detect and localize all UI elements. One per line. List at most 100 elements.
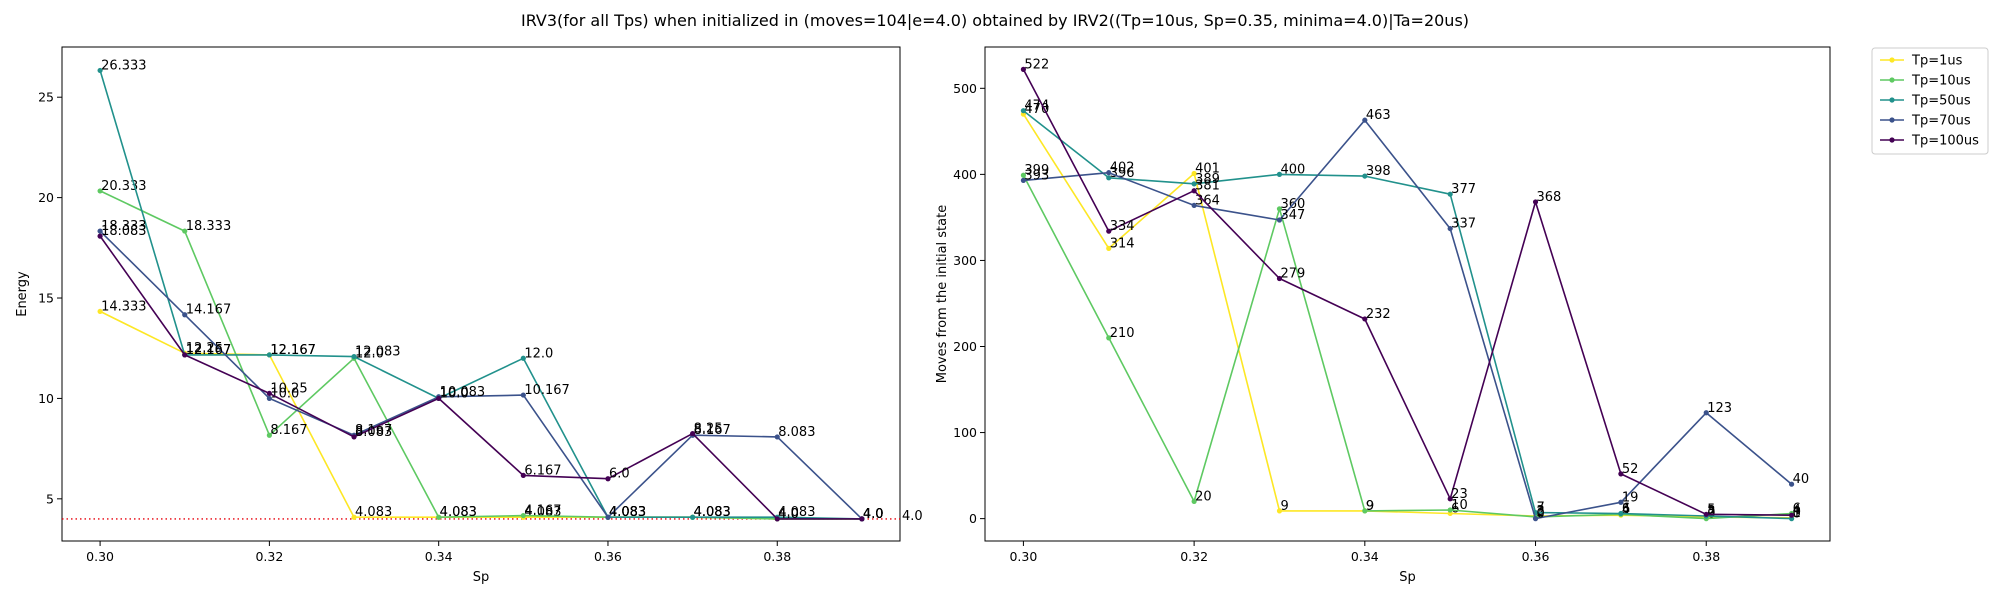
legend-label: Tp=50us <box>1911 94 1971 109</box>
data-point <box>1191 498 1197 505</box>
data-label: 4 <box>1622 503 1630 518</box>
legend-frame <box>1871 47 1989 155</box>
data-label: 4 <box>1793 503 1801 518</box>
data-label: 4.083 <box>778 505 815 520</box>
data-point <box>1532 516 1539 522</box>
data-point <box>1106 175 1112 181</box>
data-label: 8.083 <box>778 425 815 440</box>
y-tick-label: 500 <box>953 81 977 96</box>
x-tick-label: 0.36 <box>594 549 622 564</box>
y-tick-label: 5 <box>46 491 54 506</box>
legend-marker <box>1889 117 1895 123</box>
y-tick-label: 10 <box>38 391 54 406</box>
data-label: 10.083 <box>440 385 486 400</box>
data-point <box>1447 496 1453 502</box>
data-label: 232 <box>1366 307 1391 322</box>
data-label: 398 <box>1366 164 1391 179</box>
data-point <box>1362 316 1368 322</box>
axes-frame <box>61 46 901 542</box>
data-point <box>266 352 272 358</box>
data-label: 337 <box>1451 217 1476 232</box>
data-point <box>266 390 272 397</box>
series-line <box>1023 119 1793 520</box>
data-point <box>605 514 611 520</box>
y-tick-label: 25 <box>38 90 54 105</box>
legend-marker <box>1889 97 1895 103</box>
data-label: 52 <box>1622 462 1639 477</box>
legend-label: Tp=1us <box>1911 54 1963 69</box>
data-point <box>1276 206 1283 212</box>
data-label: 18.083 <box>101 224 147 239</box>
data-label: 20.333 <box>101 179 147 194</box>
data-point <box>1447 191 1453 197</box>
data-point <box>774 434 780 440</box>
data-label: 12.167 <box>186 343 232 358</box>
data-label: 396 <box>1110 166 1135 181</box>
data-label: 4.083 <box>609 505 646 520</box>
data-label: 474 <box>1024 99 1049 114</box>
data-point <box>436 514 442 520</box>
data-point <box>436 395 442 402</box>
data-label: 522 <box>1024 57 1049 72</box>
data-point <box>1191 181 1197 187</box>
x-tick-label: 0.32 <box>1180 549 1208 564</box>
data-label: 4.0 <box>863 507 884 522</box>
data-point <box>774 516 780 522</box>
data-label: 8.167 <box>694 423 731 438</box>
data-label: 2 <box>1707 505 1715 520</box>
data-point <box>266 432 272 438</box>
data-point <box>1276 217 1283 223</box>
data-point <box>97 67 103 74</box>
data-label: 10.167 <box>524 383 570 398</box>
data-label: 123 <box>1707 401 1732 416</box>
data-label: 14.167 <box>186 303 232 318</box>
y-tick-label: 200 <box>953 339 977 354</box>
data-point <box>605 476 611 482</box>
data-point <box>1276 171 1283 177</box>
data-label: 4.0 <box>863 507 884 522</box>
data-label: 7 <box>1537 501 1545 516</box>
data-point <box>1362 508 1368 514</box>
data-point <box>1191 170 1197 177</box>
data-label: 12.167 <box>270 343 316 358</box>
data-point <box>182 228 188 234</box>
data-label: 6 <box>1793 501 1801 516</box>
data-point <box>690 430 696 437</box>
data-label: 3 <box>1537 504 1545 519</box>
data-label: 8.083 <box>355 425 392 440</box>
data-point <box>351 514 357 520</box>
data-label: 0 <box>1793 507 1801 522</box>
data-point <box>97 233 103 239</box>
x-tick-label: 0.34 <box>1351 549 1379 564</box>
legend-label: Tp=10us <box>1911 74 1971 89</box>
series-line <box>99 230 863 520</box>
data-label: 12.0 <box>524 346 553 361</box>
data-label: 4.083 <box>355 505 392 520</box>
y-tick-label: 0 <box>969 511 977 526</box>
data-label: 18.333 <box>186 219 232 234</box>
series-line <box>99 190 862 520</box>
data-label: 8.25 <box>694 422 723 437</box>
data-label: 279 <box>1280 267 1305 282</box>
data-point <box>182 312 188 318</box>
data-point <box>1447 225 1453 232</box>
legend-marker <box>1889 137 1895 143</box>
data-label: 20 <box>1195 489 1212 504</box>
series-line <box>1022 69 1792 516</box>
data-point <box>1362 173 1368 179</box>
data-label: 334 <box>1110 219 1135 234</box>
y-tick-label: 300 <box>953 253 977 268</box>
x-tick-label: 0.38 <box>763 549 791 564</box>
axes-frame <box>984 46 1831 542</box>
legend-label: Tp=100us <box>1911 134 1979 149</box>
series-line <box>1022 110 1792 520</box>
data-label: 12.167 <box>186 343 232 358</box>
x-tick-label: 0.32 <box>255 549 283 564</box>
data-label: 389 <box>1195 172 1220 187</box>
data-label: 368 <box>1537 190 1562 205</box>
data-point <box>1703 511 1709 517</box>
legend: Tp=1us Tp=10us Tp=50us Tp=70us Tp=100us <box>1871 47 1989 155</box>
data-label: 12.25 <box>186 341 223 356</box>
data-label: 4.0 <box>863 507 884 522</box>
